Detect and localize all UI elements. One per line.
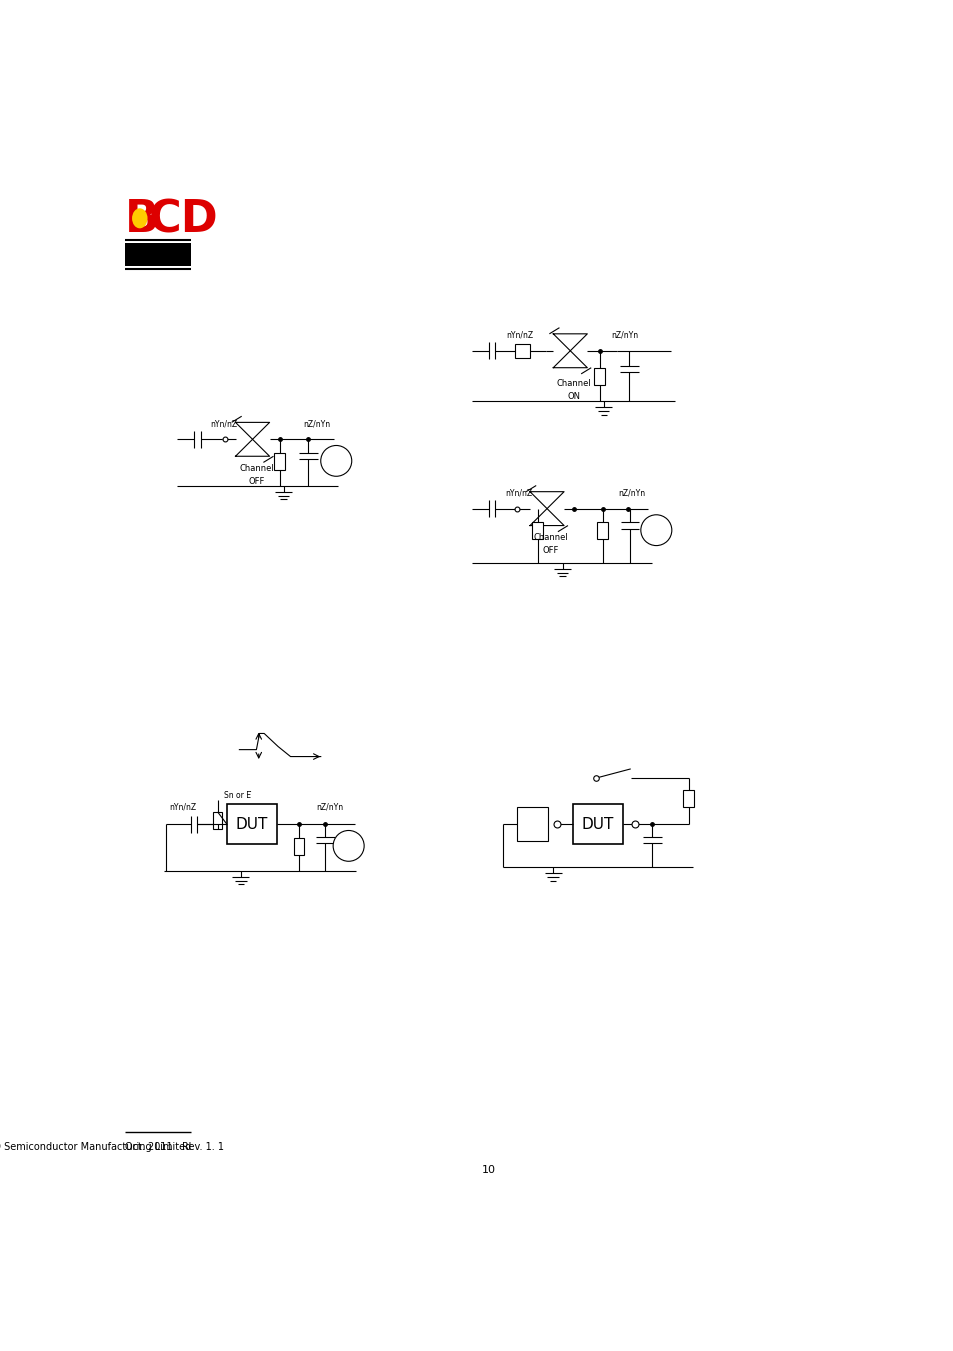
- Ellipse shape: [132, 208, 148, 228]
- Text: Channel: Channel: [239, 465, 274, 473]
- Text: OFF: OFF: [542, 546, 558, 555]
- Text: OFF: OFF: [248, 477, 264, 486]
- Text: Sn or E̅: Sn or E̅: [223, 790, 251, 800]
- Text: Channel: Channel: [557, 378, 591, 388]
- Bar: [532, 523, 542, 539]
- Bar: [514, 345, 530, 358]
- Bar: [213, 812, 222, 830]
- Bar: [294, 838, 304, 855]
- Bar: [594, 367, 604, 385]
- Text: nYn/nZ: nYn/nZ: [506, 331, 533, 340]
- Text: BCD Semiconductor Manufacturing Limited: BCD Semiconductor Manufacturing Limited: [0, 1142, 191, 1152]
- Text: nZ/nYn: nZ/nYn: [303, 419, 330, 428]
- Text: nYn/nZ: nYn/nZ: [169, 802, 196, 812]
- Text: nZ/nYn: nZ/nYn: [610, 331, 638, 340]
- Circle shape: [333, 831, 364, 862]
- Text: nYn/nZ: nYn/nZ: [504, 489, 532, 497]
- Bar: [274, 453, 285, 470]
- Text: nZ/nYn: nZ/nYn: [618, 489, 645, 497]
- Bar: [572, 804, 622, 844]
- Bar: [227, 804, 277, 844]
- Bar: [597, 523, 608, 539]
- Bar: [517, 808, 547, 842]
- Text: Channel: Channel: [533, 534, 568, 542]
- Text: DUT: DUT: [581, 817, 614, 832]
- Text: B: B: [125, 199, 159, 242]
- Bar: [682, 790, 694, 808]
- Circle shape: [640, 515, 671, 546]
- Text: 10: 10: [481, 1165, 496, 1175]
- Text: nZ/nYn: nZ/nYn: [316, 802, 343, 812]
- Text: Oct. 2011   Rev. 1. 1: Oct. 2011 Rev. 1. 1: [125, 1142, 224, 1152]
- Text: DUT: DUT: [235, 817, 268, 832]
- Text: ON: ON: [567, 393, 580, 401]
- Bar: [125, 243, 191, 266]
- Text: nYn/nZ: nYn/nZ: [210, 419, 237, 428]
- Text: CD: CD: [149, 199, 218, 242]
- Circle shape: [320, 446, 352, 477]
